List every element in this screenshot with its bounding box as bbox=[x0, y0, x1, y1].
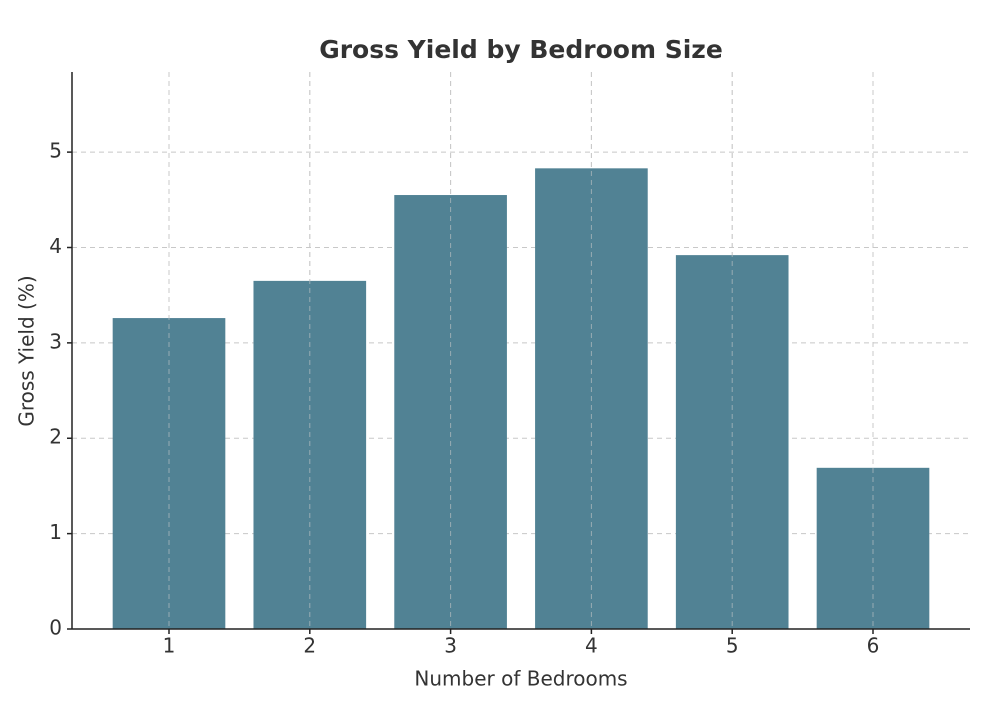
y-tick-label: 2 bbox=[49, 425, 62, 449]
bar bbox=[816, 467, 930, 629]
y-tick-label: 3 bbox=[49, 329, 62, 353]
x-tick-label: 4 bbox=[585, 634, 598, 658]
y-tick-label: 4 bbox=[49, 234, 62, 258]
y-tick-label: 1 bbox=[49, 520, 62, 544]
x-tick-label: 6 bbox=[867, 634, 880, 658]
x-tick-label: 3 bbox=[444, 634, 457, 658]
x-tick-label: 1 bbox=[163, 634, 176, 658]
x-tick-label: 5 bbox=[726, 634, 739, 658]
bar bbox=[394, 195, 507, 630]
y-tick-label: 0 bbox=[49, 616, 62, 640]
chart-title: Gross Yield by Bedroom Size bbox=[319, 35, 723, 64]
y-tick-label: 5 bbox=[49, 139, 62, 163]
x-axis-label: Number of Bedrooms bbox=[414, 667, 627, 691]
x-tick-label: 2 bbox=[303, 634, 316, 658]
y-axis-label: Gross Yield (%) bbox=[15, 275, 39, 426]
